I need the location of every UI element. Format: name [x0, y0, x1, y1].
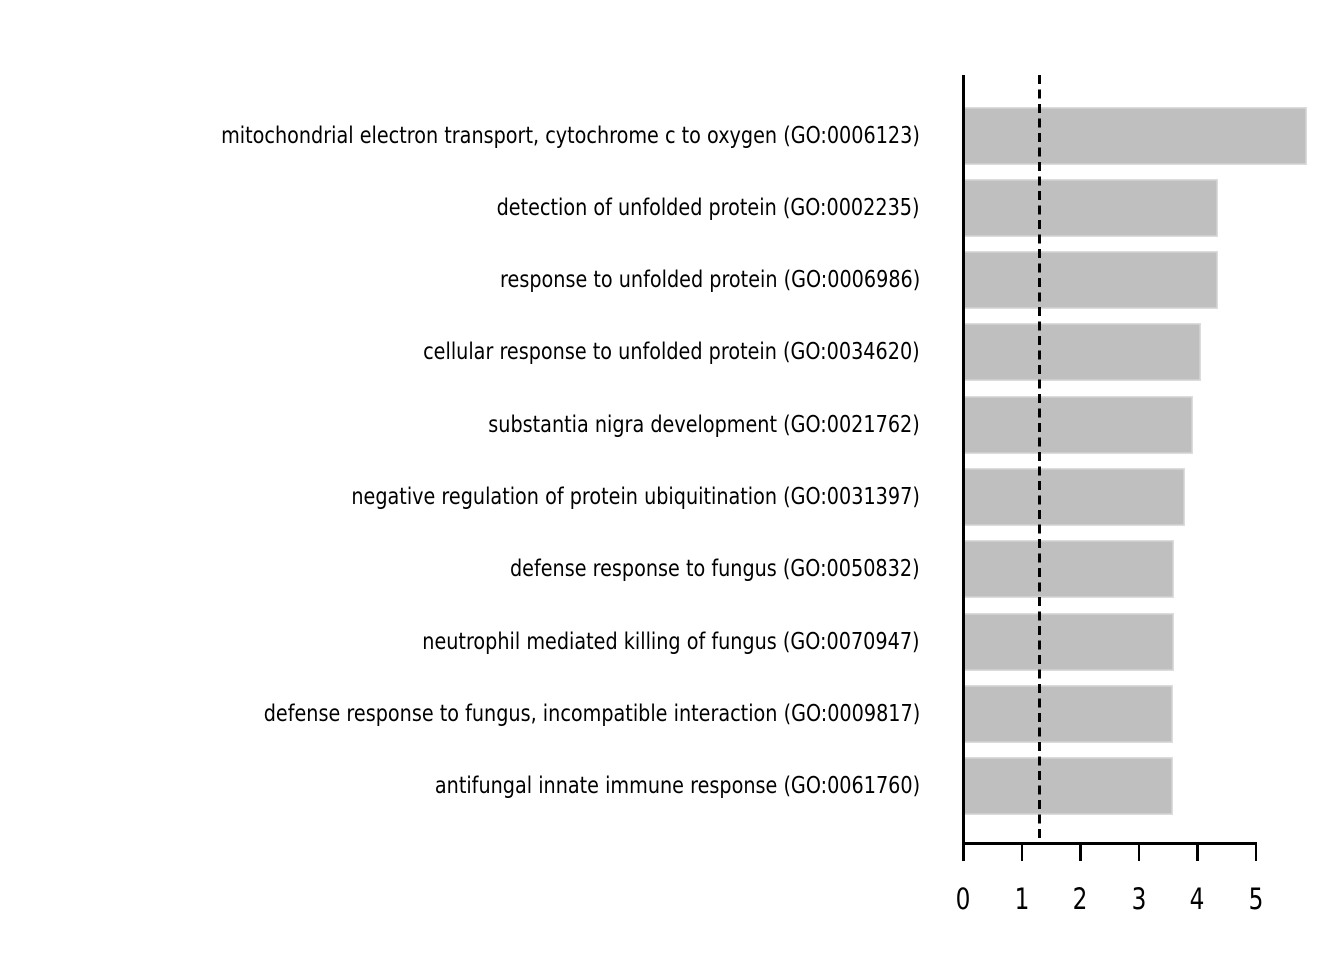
category-label: mitochondrial electron transport, cytoch…	[0, 120, 920, 152]
category-label-text: defense response to fungus (GO:0050832)	[510, 556, 920, 583]
bar	[963, 468, 1185, 526]
category-label-text: substantia nigra development (GO:0021762…	[488, 411, 920, 438]
x-tick-label: 4	[1189, 882, 1205, 916]
category-label-text: response to unfolded protein (GO:0006986…	[499, 267, 920, 294]
threshold-dashed-line	[1038, 75, 1041, 843]
category-label: defense response to fungus, incompatible…	[0, 698, 920, 730]
category-label-text: negative regulation of protein ubiquitin…	[351, 484, 920, 510]
category-label: response to unfolded protein (GO:0006986…	[0, 264, 920, 296]
bar	[963, 757, 1174, 816]
bar	[963, 612, 1174, 671]
category-label: substantia nigra development (GO:0021762…	[0, 409, 920, 441]
category-label-text: detection of unfolded protein (GO:000223…	[497, 194, 920, 221]
category-label: defense response to fungus (GO:0050832)	[0, 553, 920, 585]
category-label: cellular response to unfolded protein (G…	[0, 336, 920, 368]
bar	[963, 540, 1174, 599]
bar	[963, 251, 1218, 310]
x-tick-label: 2	[1072, 882, 1088, 916]
category-label-text: neutrophil mediated killing of fungus (G…	[422, 628, 920, 655]
bar	[963, 395, 1193, 454]
x-tick	[1020, 844, 1024, 861]
category-label-text: antifungal innate immune response (GO:00…	[434, 773, 920, 800]
x-tick-label: 0	[955, 882, 971, 916]
x-tick-label: 5	[1248, 882, 1264, 916]
x-axis-spine	[962, 842, 1258, 845]
bar	[963, 684, 1174, 743]
category-label: neutrophil mediated killing of fungus (G…	[0, 626, 920, 658]
y-axis-spine	[962, 75, 965, 845]
x-tick	[962, 844, 965, 861]
x-tick	[1196, 844, 1199, 861]
category-label: antifungal innate immune response (GO:00…	[0, 770, 920, 802]
x-tick	[1254, 844, 1258, 861]
x-tick	[1079, 844, 1082, 861]
bar	[963, 106, 1307, 165]
bar	[963, 178, 1218, 237]
category-label-text: cellular response to unfolded protein (G…	[423, 339, 920, 366]
category-label: negative regulation of protein ubiquitin…	[0, 481, 920, 513]
category-label: detection of unfolded protein (GO:000223…	[0, 192, 920, 224]
x-tick-label: 3	[1131, 882, 1147, 916]
category-label-text: defense response to fungus, incompatible…	[263, 700, 920, 727]
bar	[963, 323, 1201, 382]
x-tick-label: 1	[1014, 882, 1030, 916]
category-label-text: mitochondrial electron transport, cytoch…	[221, 122, 920, 149]
x-tick	[1137, 844, 1141, 861]
